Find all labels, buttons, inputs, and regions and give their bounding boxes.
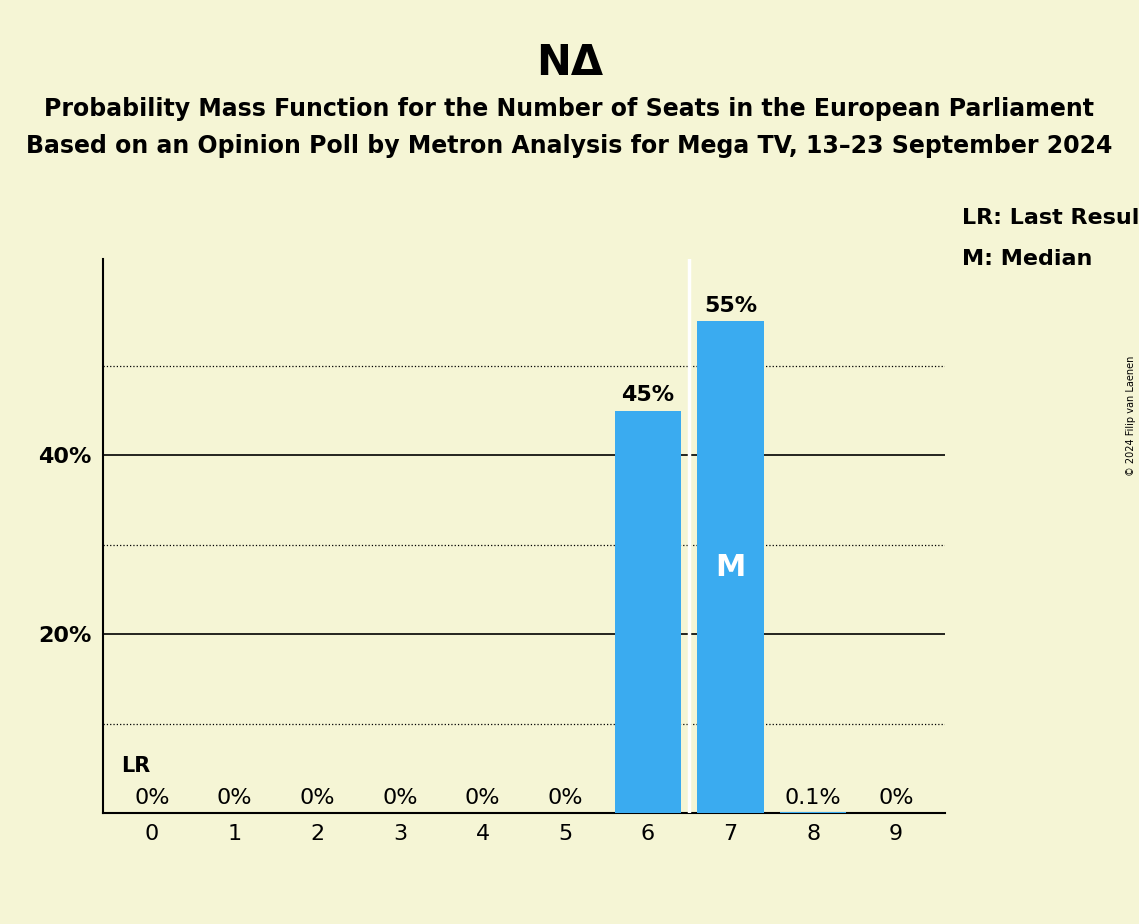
Text: LR: LR [121,756,150,775]
Text: © 2024 Filip van Laenen: © 2024 Filip van Laenen [1126,356,1136,476]
Bar [697,322,763,813]
Text: M: M [715,553,746,582]
Text: 0%: 0% [548,788,583,808]
Text: Based on an Opinion Poll by Metron Analysis for Mega TV, 13–23 September 2024: Based on an Opinion Poll by Metron Analy… [26,134,1113,158]
Text: NΔ: NΔ [536,42,603,83]
Text: 0%: 0% [134,788,170,808]
Text: 0%: 0% [878,788,913,808]
Text: 0%: 0% [383,788,418,808]
Text: 0%: 0% [216,788,253,808]
Bar [615,411,681,813]
Text: 0%: 0% [300,788,335,808]
Text: 0.1%: 0.1% [785,788,842,808]
Text: Probability Mass Function for the Number of Seats in the European Parliament: Probability Mass Function for the Number… [44,97,1095,121]
Text: 0%: 0% [465,788,500,808]
Text: 55%: 55% [704,296,757,316]
Text: M: Median: M: Median [962,249,1092,270]
Text: LR: Last Result: LR: Last Result [962,208,1139,228]
Text: 45%: 45% [622,385,674,406]
